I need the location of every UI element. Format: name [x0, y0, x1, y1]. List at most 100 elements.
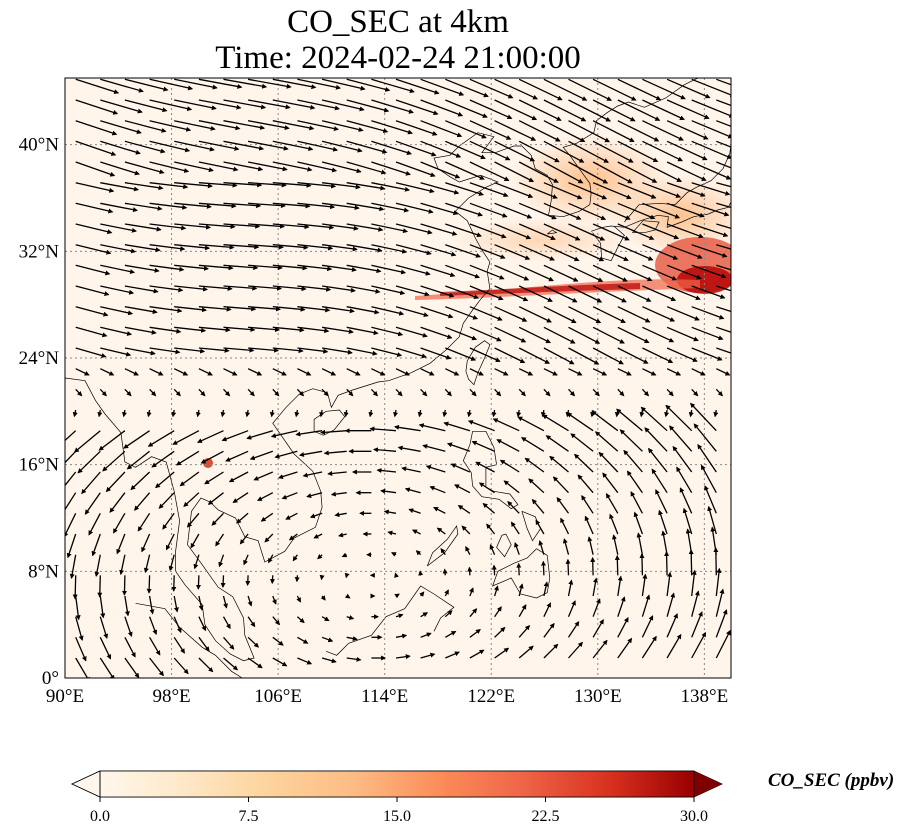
wind-arrow-485	[716, 306, 731, 313]
wind-arrow-539	[716, 264, 731, 271]
wind-arrow-123	[442, 568, 448, 576]
wind-arrow-56	[124, 616, 133, 638]
wind-arrow-603	[297, 202, 336, 210]
wind-arrow-678	[149, 140, 191, 153]
wind-arrow-572	[198, 223, 236, 229]
wind-arrow-467	[272, 306, 306, 312]
wind-arrow-338	[417, 409, 423, 418]
wind-arrow-319	[591, 410, 619, 432]
wind-arrow-114	[220, 575, 226, 588]
wind-arrow-216	[65, 492, 77, 517]
wind-arrow-386	[272, 368, 287, 376]
wind-arrow-202	[383, 509, 397, 515]
wind-arrow-292	[594, 431, 619, 452]
wind-arrow-628	[248, 182, 287, 188]
wind-arrow-32	[198, 636, 210, 652]
wind-arrow-747	[518, 99, 562, 121]
wind-arrow-761	[198, 78, 243, 89]
wind-arrow-279	[274, 450, 298, 459]
coastline-7	[496, 533, 512, 558]
wind-arrow-601	[248, 202, 286, 209]
wind-arrow-359	[272, 388, 280, 397]
wind-arrow-581	[420, 223, 458, 236]
wind-arrow-9	[297, 657, 313, 665]
wind-arrow-392	[420, 368, 435, 376]
wind-arrow-176	[412, 529, 421, 535]
wind-arrow-76	[617, 596, 626, 617]
wind-arrow-190	[88, 512, 101, 536]
wind-arrow-472	[395, 306, 429, 318]
wind-arrow-731	[124, 99, 168, 113]
wind-arrow-421	[469, 347, 501, 363]
wind-arrow-241	[676, 466, 693, 494]
wind-arrow-298	[73, 430, 101, 453]
wind-arrow-377	[715, 388, 723, 397]
wind-arrow-83	[124, 595, 130, 617]
colorbar-tick-label-4: 30.0	[680, 808, 708, 825]
wind-arrow-336	[368, 409, 374, 418]
wind-arrow-148	[391, 552, 397, 557]
wind-arrow-403	[691, 368, 706, 376]
wind-arrow-379	[100, 368, 115, 376]
wind-arrow-378	[75, 368, 90, 376]
wind-arrow-593	[716, 223, 731, 229]
wind-arrow-715	[395, 120, 438, 136]
wind-arrow-507	[592, 285, 627, 303]
wind-arrow-299	[98, 430, 126, 451]
wind-arrow-31	[173, 636, 185, 654]
wind-arrow-75	[592, 598, 601, 617]
wind-arrow-778	[617, 78, 662, 101]
wind-arrow-321	[640, 406, 668, 432]
wind-arrow-229	[380, 488, 397, 494]
wind-arrow-541	[100, 244, 137, 254]
wind-arrow-671	[642, 161, 682, 182]
wind-arrow-371	[568, 388, 576, 397]
wind-arrow-656	[272, 161, 313, 172]
wind-arrow-723	[592, 120, 635, 143]
wind-arrow-549	[297, 244, 334, 251]
wind-arrow-152	[489, 544, 496, 555]
wind-arrow-127	[540, 560, 546, 576]
wind-arrow-389	[346, 368, 361, 376]
wind-arrow-362	[346, 388, 354, 397]
wind-arrow-375	[666, 388, 674, 397]
wind-arrow-605	[346, 202, 385, 212]
wind-arrow-212	[630, 491, 643, 514]
wind-arrow-168	[215, 533, 225, 547]
wind-arrow-458	[716, 326, 731, 333]
wind-arrow-95	[419, 591, 425, 597]
wind-arrow-552	[371, 244, 408, 254]
wind-arrow-181	[535, 519, 545, 535]
wind-arrow-713	[346, 120, 389, 134]
wind-arrow-109	[97, 575, 103, 598]
wind-arrow-78	[666, 592, 676, 617]
lat-tick-label-1: 8°N	[28, 561, 59, 582]
wind-arrow-287	[471, 440, 495, 452]
wind-arrow-162	[66, 533, 77, 559]
wind-arrow-189	[65, 513, 77, 538]
wind-arrow-431	[716, 347, 731, 354]
wind-arrow-677	[124, 140, 166, 154]
wind-arrow-339	[442, 409, 448, 418]
wind-arrow-583	[469, 223, 507, 239]
coastline-6	[521, 510, 541, 542]
wind-arrow-393	[445, 368, 460, 376]
wind-arrow-505	[543, 285, 578, 303]
wind-arrow-686	[346, 140, 388, 154]
wind-arrow-771	[445, 78, 489, 98]
wind-arrow-13	[395, 654, 411, 660]
wind-arrow-214	[679, 487, 693, 514]
wind-arrow-705	[149, 120, 192, 132]
wind-arrow-578	[346, 223, 384, 232]
wind-arrow-632	[346, 182, 386, 191]
wind-arrow-364	[395, 388, 403, 397]
wind-arrow-608	[420, 202, 459, 216]
coastline-2	[465, 340, 491, 386]
wind-arrow-455	[642, 326, 675, 343]
wind-arrow-130	[614, 554, 620, 576]
wind-arrow-457	[691, 326, 724, 341]
wind-arrow-61	[247, 616, 256, 628]
wind-arrow-685	[321, 140, 363, 153]
wind-arrow-515	[124, 264, 160, 273]
wind-arrow-172	[313, 533, 323, 539]
